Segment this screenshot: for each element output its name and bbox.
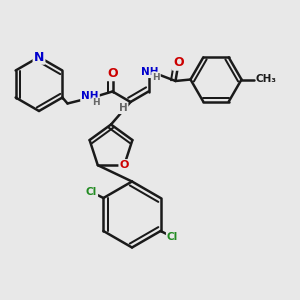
Text: O: O bbox=[119, 160, 129, 170]
Text: Cl: Cl bbox=[86, 187, 97, 197]
Text: CH₃: CH₃ bbox=[255, 74, 276, 85]
Text: O: O bbox=[107, 67, 118, 80]
Text: H: H bbox=[92, 98, 100, 107]
Text: H: H bbox=[152, 73, 160, 82]
Text: O: O bbox=[173, 56, 184, 70]
Text: H: H bbox=[118, 103, 127, 113]
Text: NH: NH bbox=[141, 67, 159, 77]
Text: N: N bbox=[34, 50, 44, 64]
Text: Cl: Cl bbox=[167, 232, 178, 242]
Text: NH: NH bbox=[81, 91, 99, 101]
